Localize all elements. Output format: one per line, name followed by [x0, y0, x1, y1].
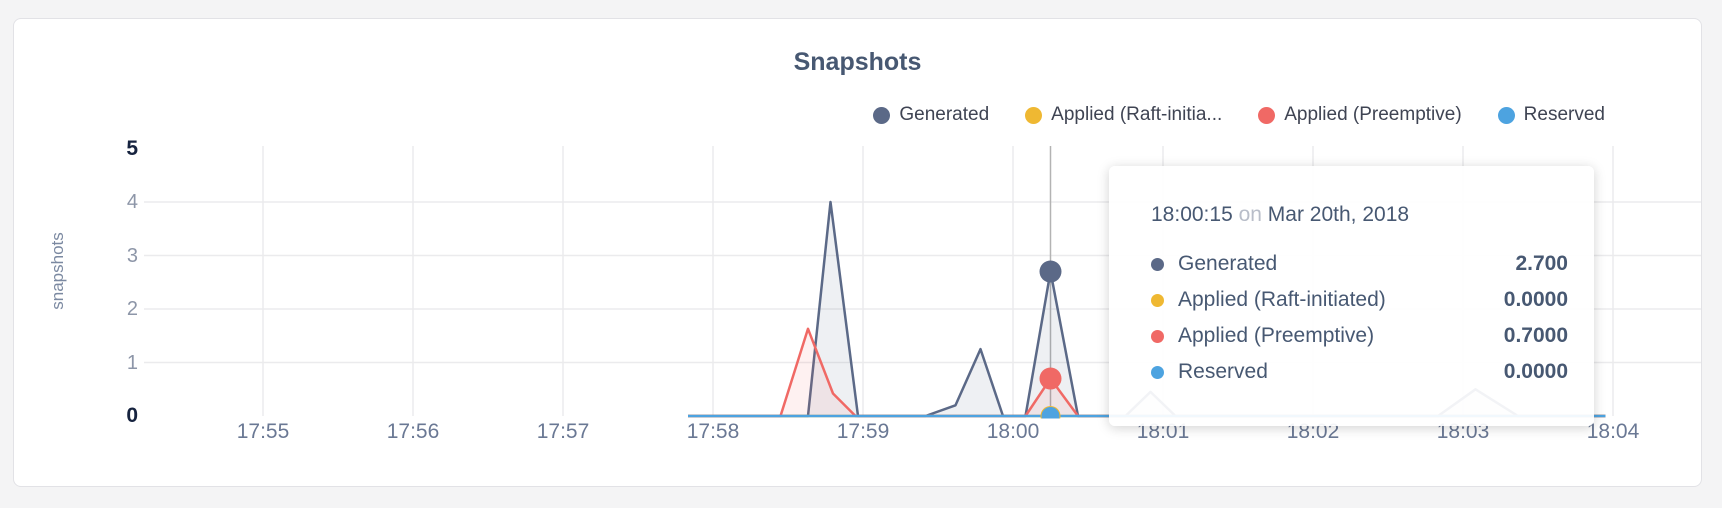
legend-swatch-icon	[873, 106, 891, 124]
tooltip-row-applied-preemptive: Applied (Preemptive) 0.7000	[1151, 318, 1568, 354]
tooltip-row-label: Generated	[1178, 252, 1278, 275]
tooltip-series-dot-icon	[1151, 257, 1164, 271]
tooltip-row-value: 2.700	[1515, 252, 1568, 275]
legend-item-generated[interactable]: Generated	[873, 104, 989, 126]
tooltip-series-dot-icon	[1151, 293, 1164, 307]
legend-label: Applied (Raft-initia...	[1051, 104, 1223, 125]
chart-card: Snapshots Generated Applied (Raft-initia.…	[13, 18, 1702, 487]
x-tick-label: 18:04	[1586, 420, 1640, 443]
legend-label: Reserved	[1523, 104, 1605, 125]
tooltip-row-applied-raft-initiated: Applied (Raft-initiated) 0.0000	[1151, 282, 1568, 318]
tooltip-row-value: 0.0000	[1503, 360, 1568, 383]
x-tick-label: 17:57	[536, 420, 590, 443]
legend-swatch-icon	[1025, 106, 1043, 124]
legend-item-reserved[interactable]: Reserved	[1497, 104, 1605, 126]
legend-swatch-icon	[1497, 106, 1515, 124]
y-tick-label: 3	[126, 244, 138, 267]
y-tick-label: 4	[126, 191, 138, 213]
tooltip-time: 18:00:15	[1151, 203, 1233, 226]
x-tick-label: 17:55	[236, 420, 290, 443]
tooltip-rows: Generated 2.700 Applied (Raft-initiated) 0.…	[1151, 246, 1568, 390]
tooltip-series-dot-icon	[1151, 329, 1164, 343]
tooltip-row-label: Reserved	[1178, 360, 1268, 383]
tooltip-date-text: Mar 20th, 2018	[1267, 203, 1410, 226]
tooltip-series-dot-icon	[1151, 365, 1164, 379]
tooltip: 18:00:15 on Mar 20th, 2018 Generated 2.70…	[1109, 166, 1594, 426]
highlight-dot-applied-preemptive	[1039, 367, 1062, 390]
y-tick-label: 2	[126, 298, 138, 320]
legend-item-applied-raft-initia[interactable]: Applied (Raft-initia...	[1025, 104, 1222, 126]
legend-label: Generated	[899, 104, 990, 125]
legend-swatch-icon	[1258, 106, 1276, 124]
legend-label: Applied (Preemptive)	[1284, 104, 1462, 125]
tooltip-row-generated: Generated 2.700	[1151, 246, 1568, 282]
tooltip-header: 18:00:15 on Mar 20th, 2018	[1151, 202, 1568, 228]
y-tick-label: 1	[126, 351, 138, 374]
x-tick-label: 17:56	[386, 420, 440, 443]
tooltip-row-value: 0.7000	[1503, 324, 1568, 347]
tooltip-conjunction-word: on	[1238, 203, 1262, 226]
tooltip-row-reserved: Reserved 0.0000	[1151, 354, 1568, 390]
legend-item-applied-preemptive[interactable]: Applied (Preemptive)	[1258, 104, 1462, 126]
highlight-dot-generated	[1039, 260, 1062, 283]
highlight-dot-reserved	[1041, 407, 1060, 419]
tooltip-row-value: 0.0000	[1503, 288, 1568, 311]
y-tick-label: 0	[126, 404, 138, 427]
y-tick-label: 5	[126, 136, 138, 160]
tooltip-row-label: Applied (Preemptive)	[1178, 324, 1375, 347]
tooltip-row-label: Applied (Raft-initiated)	[1178, 288, 1386, 311]
x-tick-label: 18:00	[986, 420, 1040, 443]
chart-title: Snapshots	[793, 48, 922, 76]
chart-legend: Generated Applied (Raft-initia... Applied …	[873, 104, 1605, 126]
x-tick-label: 17:58	[686, 420, 740, 443]
x-tick-label: 17:59	[836, 420, 890, 443]
